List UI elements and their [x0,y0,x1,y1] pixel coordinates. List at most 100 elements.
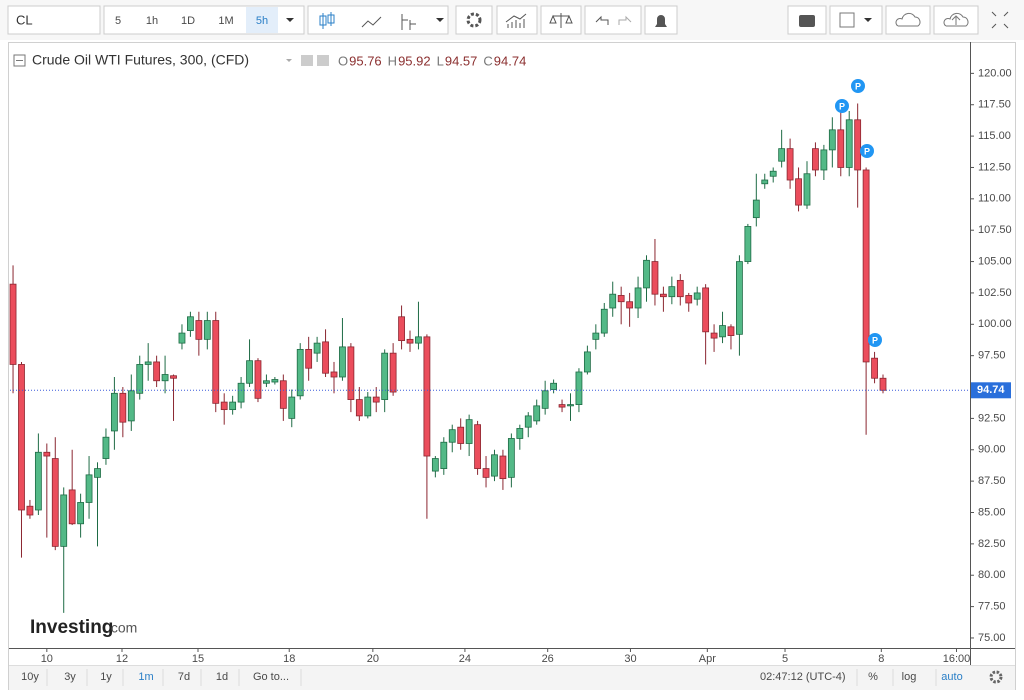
candle-body [541,390,549,409]
candle-body [668,286,676,298]
fullscreen-icon[interactable] [991,11,1009,29]
candle-body [761,179,769,185]
candle-body [263,380,270,384]
range-button[interactable]: Go to... [253,671,289,683]
x-tick-label: 5 [782,653,788,665]
range-button[interactable]: 1m [138,671,153,683]
candle-body [558,404,566,408]
x-tick-label: Apr [699,653,716,665]
candle-body [195,320,203,340]
y-tick-label: 110.00 [978,193,1011,205]
alert-icon [655,15,667,27]
title-dropdown[interactable] [286,59,292,62]
annotation-marker[interactable] [860,144,874,158]
annotation-marker[interactable] [851,79,865,93]
settings-icon[interactable] [317,55,329,66]
candle-body [634,287,642,309]
candle-body [719,325,726,338]
candle-body [170,375,177,379]
candle-body [660,293,667,298]
dropdown-arrow[interactable] [286,18,294,22]
scale-option[interactable]: auto [941,671,962,683]
candle-body [381,352,389,400]
candle-body [18,364,25,511]
candle-body [406,338,414,344]
watermark-suffix: .com [107,620,137,636]
line-icon[interactable] [361,16,382,28]
interval-button[interactable]: 5h [256,15,268,27]
candle-body [77,502,85,525]
bottom-settings[interactable] [989,670,1003,684]
last-price-box [971,382,1011,399]
candle-body [119,392,127,423]
interval-button[interactable]: 5 [115,15,121,27]
candle-body [296,348,304,397]
candle-body [575,371,583,405]
interval-button[interactable]: 1h [146,15,158,27]
interval-active-bg [246,7,278,33]
ohlc-value: 94.74 [494,53,527,68]
range-button[interactable]: 10y [21,671,39,683]
range-button[interactable]: 3y [64,671,76,683]
candle-body [854,119,862,171]
candle-body [60,494,68,547]
candle-body [313,342,321,354]
candle-icon[interactable] [319,12,335,29]
candle-body [398,316,405,342]
dropdown-arrow[interactable] [864,18,872,22]
candle-body [710,332,718,339]
candle-body [879,377,887,391]
candle-body [609,293,617,309]
candle-body [237,382,245,403]
candle-body [516,428,524,439]
range-button[interactable]: 1d [216,671,228,683]
candle-body [752,199,760,219]
interval-button[interactable]: 1D [181,15,195,27]
candle-body [744,226,752,262]
settings-button[interactable] [455,5,493,35]
indicators-button[interactable] [496,5,538,35]
candle-body [778,148,786,162]
hide-icon[interactable] [301,55,313,66]
undo-icon[interactable] [595,15,609,25]
x-tick-label: 15 [192,653,204,665]
redo-icon[interactable] [618,15,632,25]
candle-body [592,332,600,340]
y-tick-label: 80.00 [978,569,1006,581]
x-tick-label: 12 [116,653,128,665]
chart-title: Crude Oil WTI Futures, 300, (CFD) [32,52,249,68]
scale-option[interactable]: log [902,671,917,683]
scale-option[interactable]: % [868,671,878,683]
load-button[interactable] [885,5,931,35]
candle-body [812,148,819,171]
candle-body [9,283,17,365]
color-button[interactable] [829,5,883,35]
candle-body [482,468,490,478]
range-button[interactable]: 1y [100,671,112,683]
candle-body [845,119,853,168]
candle-body [161,374,169,382]
bar-icon[interactable] [401,14,416,30]
x-tick-label: 20 [367,653,379,665]
interval-button[interactable]: 1M [218,15,233,27]
annotation-label: P [872,335,878,345]
candle-body [507,438,515,478]
candle-body [583,351,591,373]
y-tick-label: 115.00 [978,130,1011,142]
gear-icon [466,12,482,28]
collapse-icon[interactable] [13,54,26,67]
annotation-marker[interactable] [868,333,882,347]
candle-body [769,170,777,177]
x-tick-label: 30 [624,653,636,665]
symbol-input[interactable] [7,5,101,35]
candle-body [533,405,541,422]
candle-body [51,458,59,547]
candle-body [803,173,811,206]
x-tick-label: 16:00 [943,653,971,665]
dropdown-arrow[interactable] [436,18,444,22]
range-button[interactable]: 7d [178,671,190,683]
cloud-icon [895,12,921,27]
watermark: Investing [30,617,113,638]
annotation-marker[interactable] [835,99,849,113]
